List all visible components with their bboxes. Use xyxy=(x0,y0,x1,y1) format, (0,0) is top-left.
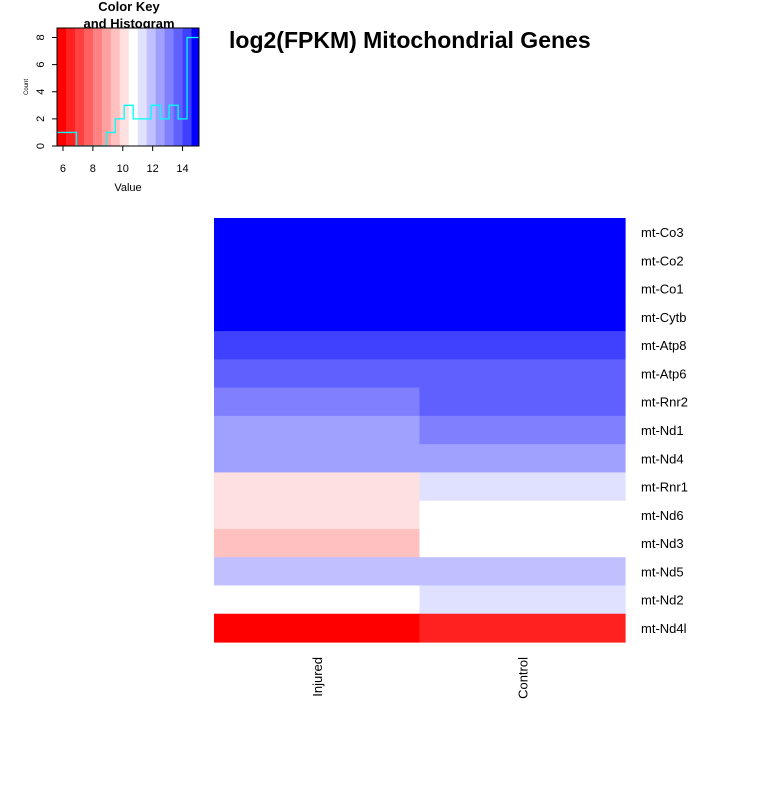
color-key-y-axis: 0 2 4 6 8 xyxy=(35,34,57,149)
color-key-band xyxy=(164,28,175,146)
color-key: Color Key and Histogram 6 8 10 12 14 0 2 4 6 8 V… xyxy=(24,0,200,194)
color-key-bands xyxy=(57,28,200,146)
heatmap-cell xyxy=(419,274,626,304)
heatmap-cell xyxy=(419,331,626,360)
heatmap-row-label: mt-Nd1 xyxy=(641,423,684,438)
color-key-title-line2: and Histogram xyxy=(83,16,174,31)
color-key-band xyxy=(101,28,112,146)
color-key-band xyxy=(191,28,200,146)
heatmap-row-label: mt-Rnr2 xyxy=(641,395,688,410)
color-key-band xyxy=(137,28,148,146)
heatmap-cell xyxy=(214,613,421,643)
heatmap-cell xyxy=(214,331,421,360)
heatmap-cell xyxy=(419,500,626,530)
heatmap-row-label: mt-Nd4l xyxy=(641,621,687,636)
heatmap-cell xyxy=(214,246,421,276)
heatmap-cell xyxy=(214,274,421,304)
main-title: log2(FPKM) Mitochondrial Genes xyxy=(229,27,591,53)
heatmap-row-label: mt-Nd5 xyxy=(641,564,684,579)
color-key-y-tick-label: 2 xyxy=(35,116,47,122)
color-key-band xyxy=(110,28,121,146)
heatmap-cell xyxy=(419,246,626,276)
color-key-band xyxy=(155,28,166,146)
heatmap-cell xyxy=(214,218,421,247)
heatmap-cell xyxy=(419,613,626,643)
heatmap-column-labels: Injured Control xyxy=(310,657,531,699)
color-key-x-tick-label: 6 xyxy=(60,163,66,175)
heatmap-cell xyxy=(419,528,626,558)
heatmap-row-label: mt-Co3 xyxy=(641,225,684,240)
color-key-y-tick-label: 0 xyxy=(35,143,47,149)
color-key-x-tick-label: 10 xyxy=(117,163,129,175)
heatmap-cell xyxy=(419,472,626,502)
heatmap-cell xyxy=(419,444,626,473)
heatmap-row-label: mt-Co2 xyxy=(641,253,684,268)
heatmap-cell xyxy=(214,500,421,530)
heatmap-cell xyxy=(419,415,626,445)
color-key-band xyxy=(173,28,184,146)
heatmap-row-label: mt-Cytb xyxy=(641,310,687,325)
color-key-band xyxy=(83,28,94,146)
color-key-title-line1: Color Key xyxy=(98,0,160,14)
color-key-band xyxy=(74,28,85,146)
heatmap-cell xyxy=(419,387,626,417)
color-key-x-tick-label: 14 xyxy=(176,163,188,175)
heatmap-row-label: mt-Nd6 xyxy=(641,508,684,523)
heatmap-column-label: Injured xyxy=(310,657,325,697)
heatmap-row-label: mt-Rnr1 xyxy=(641,480,688,495)
heatmap-cell xyxy=(214,387,421,417)
heatmap-column-label: Control xyxy=(515,657,530,699)
heatmap-cell xyxy=(419,585,626,615)
heatmap-cell xyxy=(419,359,626,389)
color-key-y-tick-label: 4 xyxy=(35,89,47,95)
color-key-x-tick-label: 8 xyxy=(90,163,96,175)
heatmap-row-label: mt-Co1 xyxy=(641,282,684,297)
color-key-y-label: Count xyxy=(24,79,30,95)
heatmap-cell xyxy=(419,218,626,247)
heatmap-cell xyxy=(214,472,421,502)
color-key-x-axis: 6 8 10 12 14 xyxy=(60,146,189,175)
heatmap-cell xyxy=(419,302,626,332)
heatmap-row-labels: mt-Co3 mt-Co2 mt-Co1 mt-Cytb mt-Atp8 mt-Atp6 m… xyxy=(641,225,688,636)
heatmap-row-label: mt-Nd2 xyxy=(641,593,684,608)
color-key-band xyxy=(57,28,67,146)
color-key-band xyxy=(128,28,139,146)
heatmap-cell xyxy=(419,557,626,587)
color-key-band xyxy=(65,28,76,146)
heatmap-row-label: mt-Nd3 xyxy=(641,536,684,551)
color-key-band xyxy=(146,28,157,146)
heatmap-cell xyxy=(214,444,421,473)
heatmap-row-label: mt-Atp6 xyxy=(641,366,687,381)
heatmap-row-label: mt-Nd4 xyxy=(641,451,684,466)
heatmap-cell xyxy=(214,359,421,389)
heatmap-cell xyxy=(214,528,421,558)
color-key-x-label: Value xyxy=(114,182,141,194)
heatmap-cell xyxy=(214,585,421,615)
heatmap-cells xyxy=(214,218,626,643)
heatmap-cell xyxy=(214,415,421,445)
color-key-band xyxy=(119,28,130,146)
color-key-x-tick-label: 12 xyxy=(147,163,159,175)
color-key-band xyxy=(92,28,103,146)
color-key-y-tick-label: 8 xyxy=(35,34,47,40)
heatmap-row-label: mt-Atp8 xyxy=(641,338,687,353)
heatmap-cell xyxy=(214,557,421,587)
heatmap-cell xyxy=(214,302,421,332)
color-key-y-tick-label: 6 xyxy=(35,62,47,68)
color-key-frame xyxy=(56,27,200,147)
